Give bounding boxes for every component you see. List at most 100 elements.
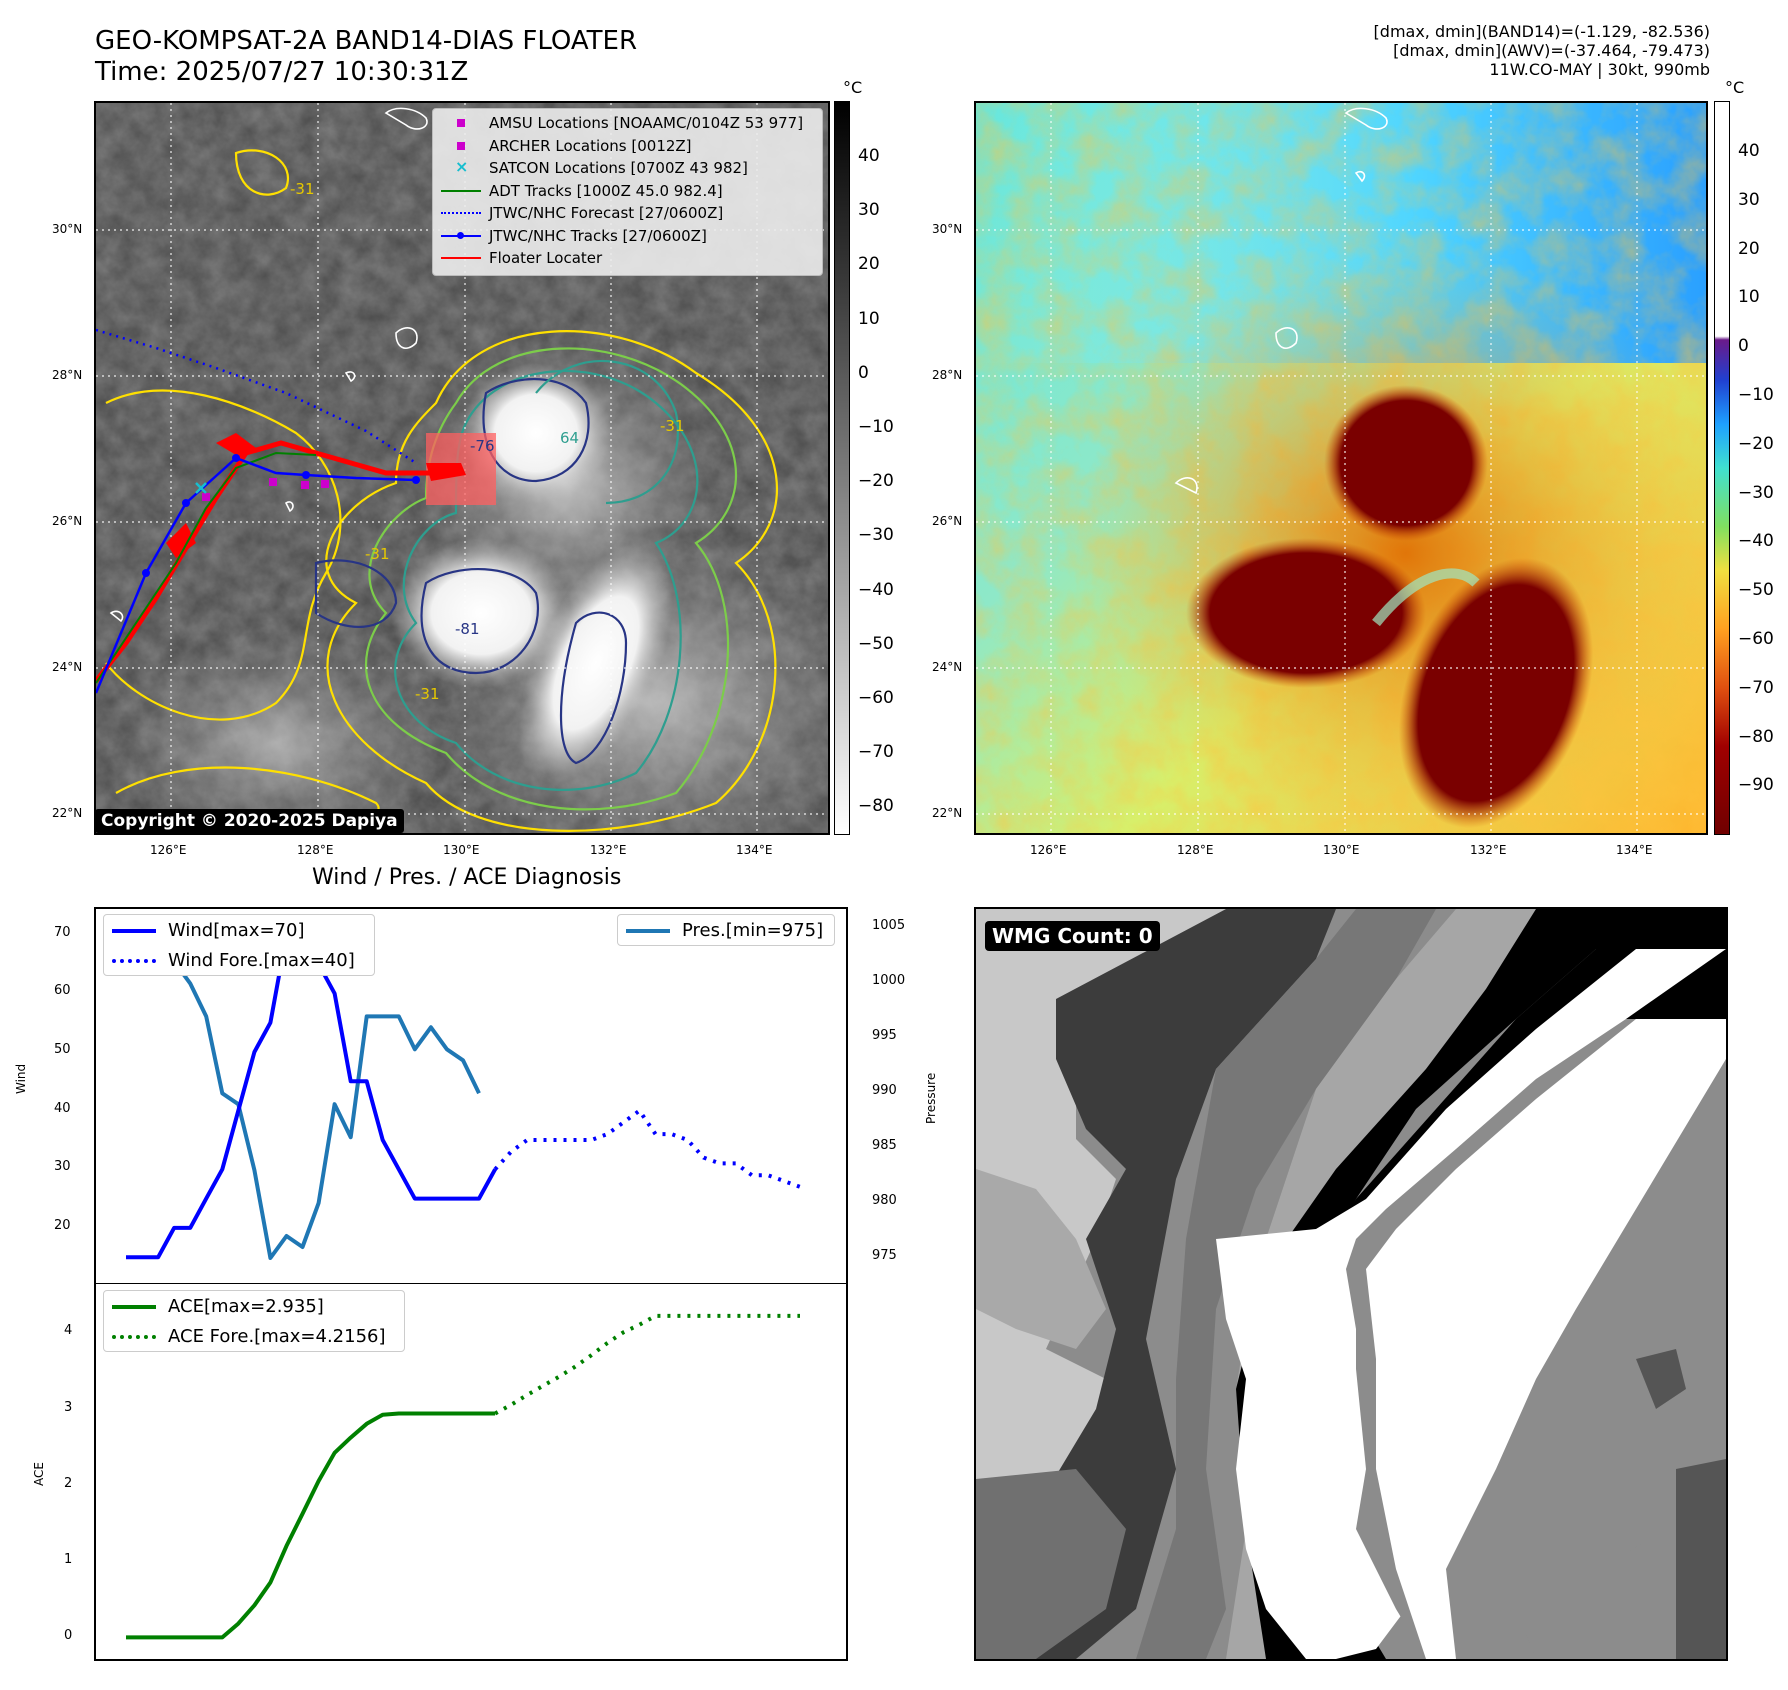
lon-label-130e: 130°E <box>1323 843 1360 857</box>
wmg-count-badge: WMG Count: 0 <box>985 921 1160 951</box>
info-line-1: [dmax, dmin](BAND14)=(-1.129, -82.536) <box>1373 22 1710 41</box>
legend-label: SATCON Locations [0700Z 43 982] <box>489 159 748 178</box>
colorbar-tick-label: −60 <box>1738 629 1774 649</box>
wind-legend: Wind[max=70] Wind Fore.[max=40] <box>103 914 375 976</box>
colorbar-tick-label: 10 <box>858 308 880 329</box>
contour-label: -31 <box>660 417 685 435</box>
lat-label-28n: 28°N <box>932 368 963 382</box>
colorbar-tick-label: −20 <box>1738 433 1774 454</box>
legend-swatch <box>441 116 481 130</box>
colorbar-tick-label: −80 <box>858 796 894 817</box>
lon-label-128e: 128°E <box>297 843 334 857</box>
colorbar-tick-label: −20 <box>858 471 894 492</box>
colorbar-tick-label: −30 <box>858 525 894 546</box>
colorbar-tick-label: 30 <box>858 200 880 221</box>
awv-colorbar <box>1714 101 1730 835</box>
awv-map-panel <box>974 101 1708 835</box>
contour-label: 64 <box>560 429 580 447</box>
wind-tick-label: 60 <box>54 983 71 999</box>
pressure-tick-label: 980 <box>872 1193 897 1209</box>
pressure-tick-label: 1000 <box>872 973 906 989</box>
awv-colorbar-unit: °C <box>1725 78 1745 97</box>
legend-wind-label: Wind[max=70] <box>168 919 305 941</box>
pressure-tick-label: 1005 <box>872 918 906 934</box>
title-line-1: GEO-KOMPSAT-2A BAND14-DIAS FLOATER <box>95 26 638 56</box>
ace-ylabel: ACE <box>32 1462 46 1486</box>
colorbar-tick-label: 30 <box>1738 189 1760 210</box>
wind-tick-label: 30 <box>54 1159 71 1175</box>
lon-label-126e: 126°E <box>150 843 187 857</box>
wmg-graphic <box>976 909 1726 1659</box>
legend-wind: Wind[max=70] <box>104 915 374 945</box>
legend-ace-fore: ACE Fore.[max=4.2156] <box>104 1321 404 1351</box>
lon-label-134e: 134°E <box>736 843 773 857</box>
colorbar-tick-label: −50 <box>1738 580 1774 601</box>
pressure-tick-label: 990 <box>872 1083 897 1099</box>
legend-ace-label: ACE[max=2.935] <box>168 1295 324 1317</box>
ir-colorbar <box>834 101 850 835</box>
legend-label: ARCHER Locations [0012Z] <box>489 136 692 155</box>
colorbar-tick-label: −10 <box>858 417 894 437</box>
title-line-2: Time: 2025/07/27 10:30:31Z <box>95 57 469 87</box>
lon-label-128e: 128°E <box>1177 843 1214 857</box>
legend-item: ARCHER Locations [0012Z] <box>433 135 822 158</box>
pressure-legend: Pres.[min=975] <box>617 914 835 946</box>
colorbar-tick-label: −30 <box>1738 482 1774 503</box>
colorbar-tick-label: −10 <box>1738 385 1774 405</box>
legend-swatch: × <box>455 157 469 177</box>
ace-tick-label: 3 <box>64 1399 73 1415</box>
wind-series-line <box>126 932 497 1260</box>
contour-label: -76 <box>470 437 495 455</box>
legend-label: JTWC/NHC Forecast [27/0600Z] <box>489 204 724 223</box>
legend-rows: AMSU Locations [NOAAMC/0104Z 53 977] ARCH… <box>433 109 822 270</box>
legend-item: ADT Tracks [1000Z 45.0 982.4] <box>433 180 822 203</box>
colorbar-tick-label: 20 <box>858 254 880 275</box>
wind-tick-label: 70 <box>54 924 71 940</box>
ace-tick-label: 4 <box>64 1323 73 1339</box>
legend-swatch <box>441 251 481 265</box>
legend-item: JTWC/NHC Tracks [27/0600Z] <box>433 225 822 248</box>
lat-label-24n: 24°N <box>932 660 963 674</box>
legend-wind-swatch <box>112 926 156 934</box>
colorbar-tick-label: −40 <box>1738 531 1774 552</box>
ace-plot <box>126 1313 800 1640</box>
legend-swatch <box>441 184 481 198</box>
contour-label: -31 <box>415 685 440 703</box>
colorbar-tick-label: 10 <box>1738 287 1760 308</box>
pressure-tick-label: 985 <box>872 1138 897 1154</box>
lat-label-30n: 30°N <box>932 222 963 236</box>
legend-swatch <box>441 229 481 243</box>
copyright-badge: Copyright © 2020-2025 Dapiya <box>95 809 404 833</box>
legend-pres: Pres.[min=975] <box>618 915 834 945</box>
lon-label-132e: 132°E <box>1470 843 1507 857</box>
contour-label: -31 <box>290 180 315 198</box>
legend-wind-fore-swatch <box>112 956 156 964</box>
legend-label: JTWC/NHC Tracks [27/0600Z] <box>489 226 707 245</box>
legend-ace: ACE[max=2.935] <box>104 1291 404 1321</box>
lat-label-26n: 26°N <box>52 514 83 528</box>
ir-colorbar-unit: °C <box>843 78 863 97</box>
legend-item: JTWC/NHC Forecast [27/0600Z] <box>433 202 822 225</box>
wind-ylabel: Wind <box>14 1063 28 1094</box>
map-legend: AMSU Locations [NOAAMC/0104Z 53 977] ARCH… <box>432 108 823 276</box>
lat-label-22n: 22°N <box>932 806 963 820</box>
lat-label-30n: 30°N <box>52 222 83 236</box>
ace-tick-label: 2 <box>64 1475 73 1491</box>
colorbar-tick-label: 20 <box>1738 238 1760 259</box>
legend-swatch <box>441 206 481 220</box>
lat-label-22n: 22°N <box>52 806 83 820</box>
legend-item: × SATCON Locations [0700Z 43 982] <box>433 157 822 180</box>
colorbar-tick-label: −70 <box>858 742 894 763</box>
pressure-tick-label: 995 <box>872 1028 897 1044</box>
legend-pres-swatch <box>626 926 670 934</box>
legend-ace-swatch <box>112 1302 156 1310</box>
ace-tick-label: 1 <box>64 1552 73 1568</box>
figure-title: GEO-KOMPSAT-2A BAND14-DIAS FLOATER Time:… <box>95 26 637 88</box>
colorbar-tick-label: 40 <box>858 146 880 166</box>
legend-pres-label: Pres.[min=975] <box>682 919 824 941</box>
legend-label: AMSU Locations [NOAAMC/0104Z 53 977] <box>489 114 804 133</box>
awv-map-graphic <box>976 103 1706 833</box>
ace-series-line <box>126 1411 496 1640</box>
colorbar-tick-label: −90 <box>1738 775 1774 796</box>
legend-wind-fore-label: Wind Fore.[max=40] <box>168 949 355 971</box>
